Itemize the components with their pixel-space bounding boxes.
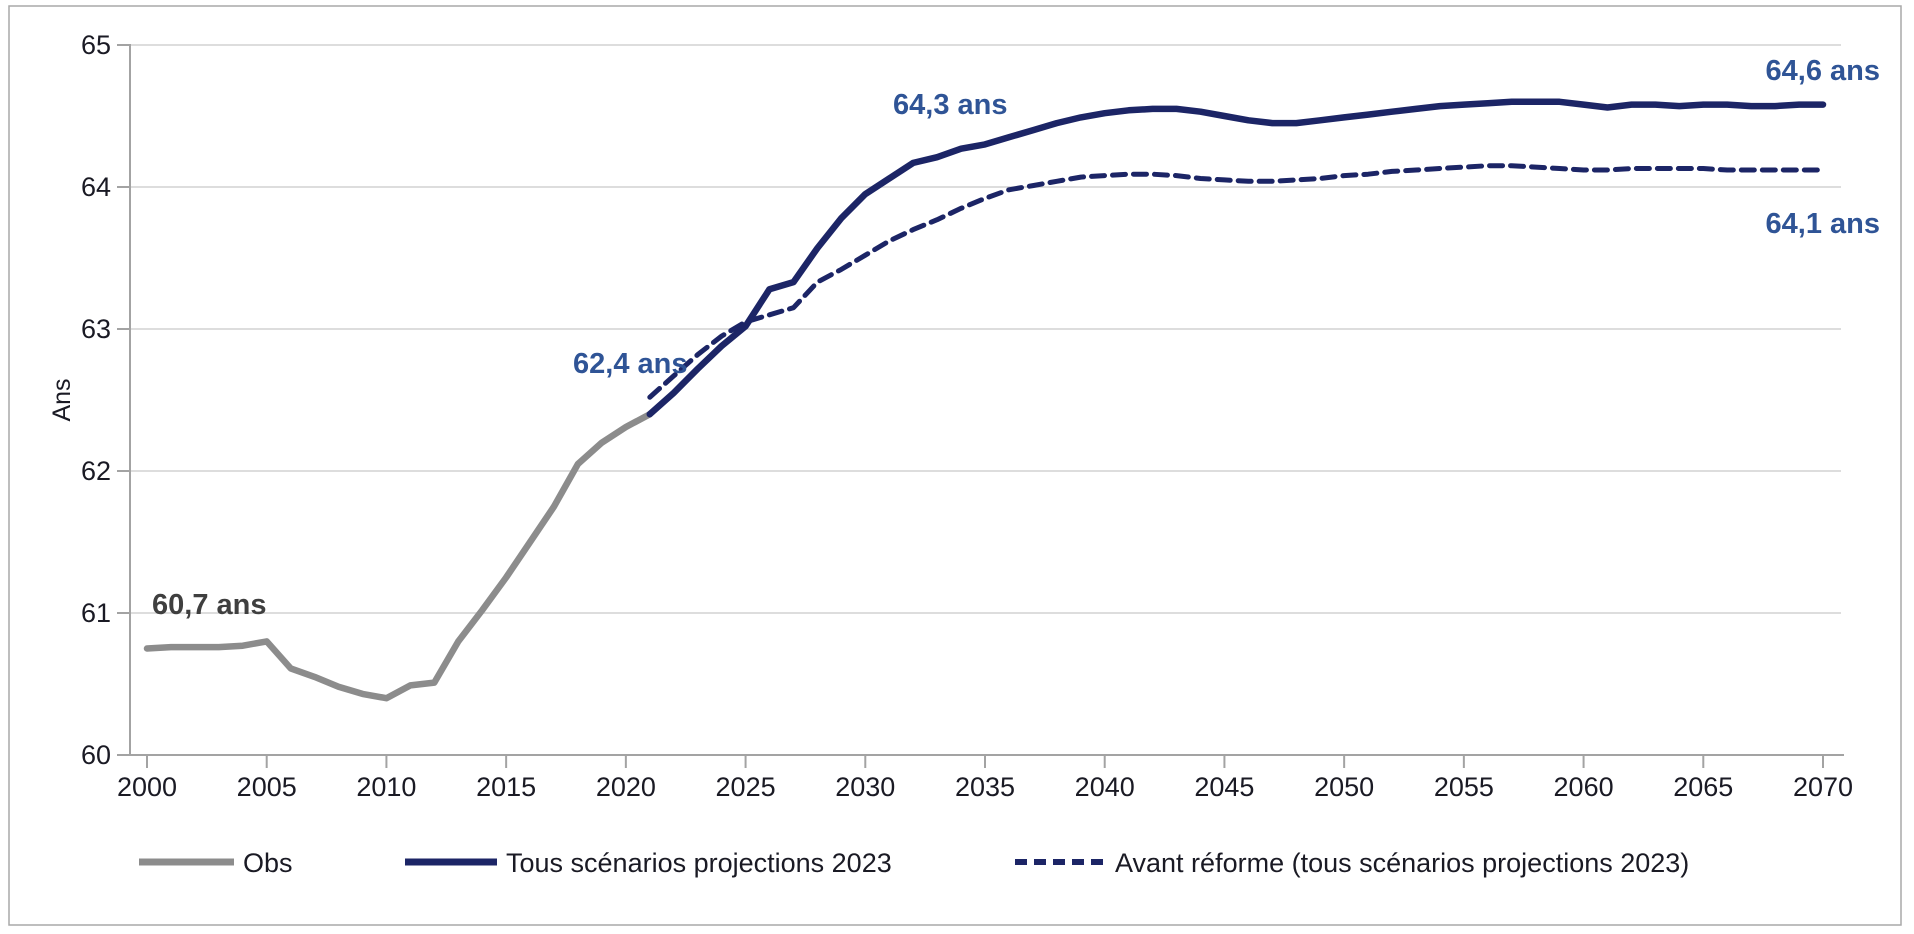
x-tick-label: 2060 [1554, 772, 1614, 802]
y-tick-label: 64 [81, 172, 111, 202]
legend-label-tous-scenarios-projections-2023: Tous scénarios projections 2023 [506, 848, 892, 878]
x-tick-label: 2055 [1434, 772, 1494, 802]
x-tick-label: 2000 [117, 772, 177, 802]
x-tick-label: 2045 [1194, 772, 1254, 802]
annotation-64-3-ans: 64,3 ans [893, 89, 1007, 121]
x-tick-label: 2050 [1314, 772, 1374, 802]
x-tick-label: 2040 [1075, 772, 1135, 802]
series-tous-scenarios-projections-2023 [646, 98, 1827, 418]
y-tick-label: 61 [81, 598, 111, 628]
series-obs [143, 410, 654, 702]
y-tick-label: 63 [81, 314, 111, 344]
y-tick-label: 65 [81, 30, 111, 60]
figure-border [8, 5, 1902, 926]
annotation-64-6-ans: 64,6 ans [1766, 55, 1880, 87]
annotation-60-7-ans: 60,7 ans [152, 589, 266, 621]
y-axis-title: Ans [48, 378, 76, 421]
legend-label-obs: Obs [243, 848, 293, 878]
x-tick-label: 2005 [237, 772, 297, 802]
x-tick-label: 2010 [356, 772, 416, 802]
x-tick-label: 2025 [716, 772, 776, 802]
x-tick-label: 2020 [596, 772, 656, 802]
y-tick-label: 62 [81, 456, 111, 486]
x-tick-label: 2035 [955, 772, 1015, 802]
annotation-62-4-ans: 62,4 ans [573, 348, 687, 380]
series-avant-reforme-tous-scenarios-projections-2023 [647, 163, 1826, 400]
x-tick-label: 2030 [835, 772, 895, 802]
annotation-64-1-ans: 64,1 ans [1766, 208, 1880, 240]
legend-label-avant-reforme-tous-scenarios-projections-2023: Avant réforme (tous scénarios projection… [1115, 848, 1689, 878]
x-tick-label: 2065 [1673, 772, 1733, 802]
x-tick-label: 2015 [476, 772, 536, 802]
x-tick-label: 2070 [1793, 772, 1853, 802]
y-tick-label: 60 [81, 740, 111, 770]
